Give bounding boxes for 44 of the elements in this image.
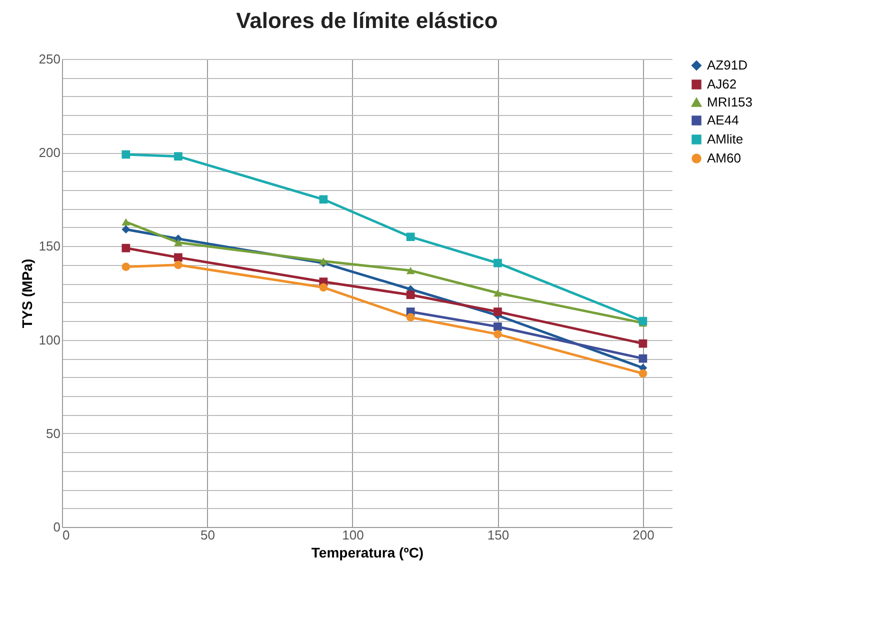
point bbox=[122, 225, 130, 234]
y-tick-label: 100 bbox=[38, 332, 60, 348]
legend-label: AJ62 bbox=[707, 76, 737, 92]
point bbox=[406, 232, 415, 242]
point bbox=[406, 266, 415, 274]
legend-label: AE44 bbox=[707, 112, 739, 128]
point bbox=[494, 308, 502, 316]
point bbox=[494, 258, 502, 268]
point bbox=[319, 258, 328, 265]
point bbox=[122, 262, 130, 271]
point bbox=[638, 316, 648, 326]
point bbox=[174, 238, 182, 246]
point bbox=[122, 150, 130, 159]
point bbox=[406, 290, 415, 300]
legend-label: AM60 bbox=[707, 150, 741, 166]
point bbox=[319, 283, 328, 292]
point bbox=[494, 322, 502, 331]
x-tick-label: 200 bbox=[632, 528, 654, 542]
point bbox=[319, 195, 328, 204]
point bbox=[174, 253, 182, 262]
point bbox=[174, 260, 182, 270]
point bbox=[406, 313, 415, 322]
legend-label: AMlite bbox=[707, 132, 744, 146]
chart-title: Valores de límite elástico bbox=[236, 8, 498, 33]
y-tick-label: 250 bbox=[38, 52, 60, 66]
legend-label: AZ91D bbox=[707, 58, 748, 72]
x-tick-label: 0 bbox=[62, 528, 70, 542]
point bbox=[122, 244, 130, 252]
point bbox=[638, 369, 648, 378]
y-tick-label: 200 bbox=[38, 145, 60, 160]
x-tick-label: 150 bbox=[487, 528, 510, 542]
point bbox=[494, 330, 502, 338]
point bbox=[638, 339, 648, 348]
point bbox=[494, 289, 502, 297]
point bbox=[174, 152, 182, 161]
x-tick-label: 50 bbox=[200, 528, 215, 542]
point bbox=[638, 354, 648, 363]
y-axis-title: TYS (MPa) bbox=[18, 258, 35, 328]
y-tick-label: 50 bbox=[46, 426, 60, 441]
x-tick-label: 100 bbox=[342, 528, 364, 542]
x-axis-title: Temperatura (ºC) bbox=[311, 544, 424, 560]
point bbox=[122, 218, 130, 226]
y-tick-label: 150 bbox=[38, 238, 60, 254]
legend-label: MRI153 bbox=[707, 94, 753, 110]
